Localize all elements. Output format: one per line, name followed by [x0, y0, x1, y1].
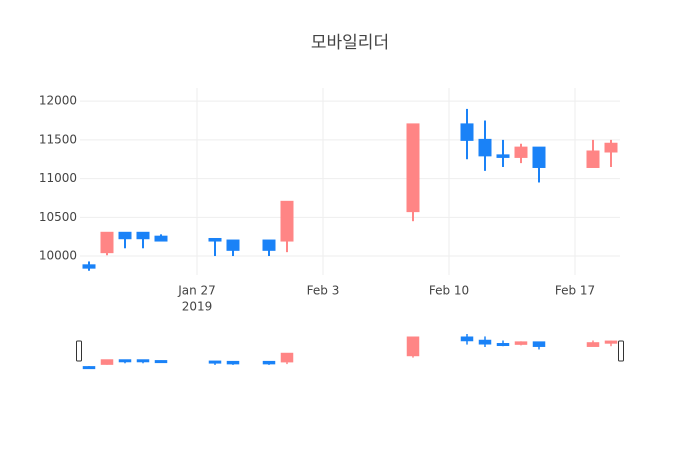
x-tick-label: Feb 10 [429, 284, 469, 298]
mini-body [604, 340, 618, 344]
candle-body [586, 150, 600, 168]
mini-body [136, 359, 150, 363]
candle-body [604, 142, 618, 153]
candle-body [262, 239, 276, 251]
y-tick-label: 10500 [39, 210, 77, 224]
candle-body [226, 239, 240, 251]
mini-body [532, 341, 546, 347]
mini-body [100, 359, 114, 365]
x-tick-label: Jan 27 [177, 284, 216, 298]
mini-body [262, 360, 276, 365]
candle-body [82, 264, 96, 269]
candle-body [478, 138, 492, 157]
mini-body [406, 336, 420, 357]
candle-body [208, 237, 222, 242]
candle-body [100, 231, 114, 254]
range-handle [618, 340, 624, 362]
mini-body [460, 336, 474, 342]
candle-body [118, 231, 132, 240]
chart-title: 모바일리더 [311, 33, 389, 53]
y-tick-label: 12000 [39, 94, 77, 108]
candle-body [496, 154, 510, 158]
candle-body [460, 123, 474, 141]
candle-body [154, 235, 168, 242]
mini-body [208, 360, 222, 364]
y-tick-label: 10000 [39, 249, 77, 263]
mini-body [280, 352, 294, 363]
mini-body [154, 360, 168, 364]
mini-body [478, 339, 492, 345]
range-handle [76, 340, 82, 362]
mini-body [82, 366, 96, 370]
candle-body [280, 200, 294, 242]
mini-body [118, 359, 132, 363]
y-tick-label: 11000 [39, 171, 77, 185]
candle-body [514, 146, 528, 158]
candle-body [532, 146, 546, 168]
x-year-label: 2019 [182, 300, 213, 314]
x-tick-label: Feb 3 [307, 284, 340, 298]
mini-body [514, 341, 528, 345]
candle-body [136, 231, 150, 240]
mini-body [226, 360, 240, 365]
y-tick-label: 11500 [39, 132, 77, 146]
mini-body [496, 343, 510, 347]
mini-body [586, 342, 600, 347]
candle-body [406, 123, 420, 213]
x-tick-label: Feb 17 [555, 284, 595, 298]
